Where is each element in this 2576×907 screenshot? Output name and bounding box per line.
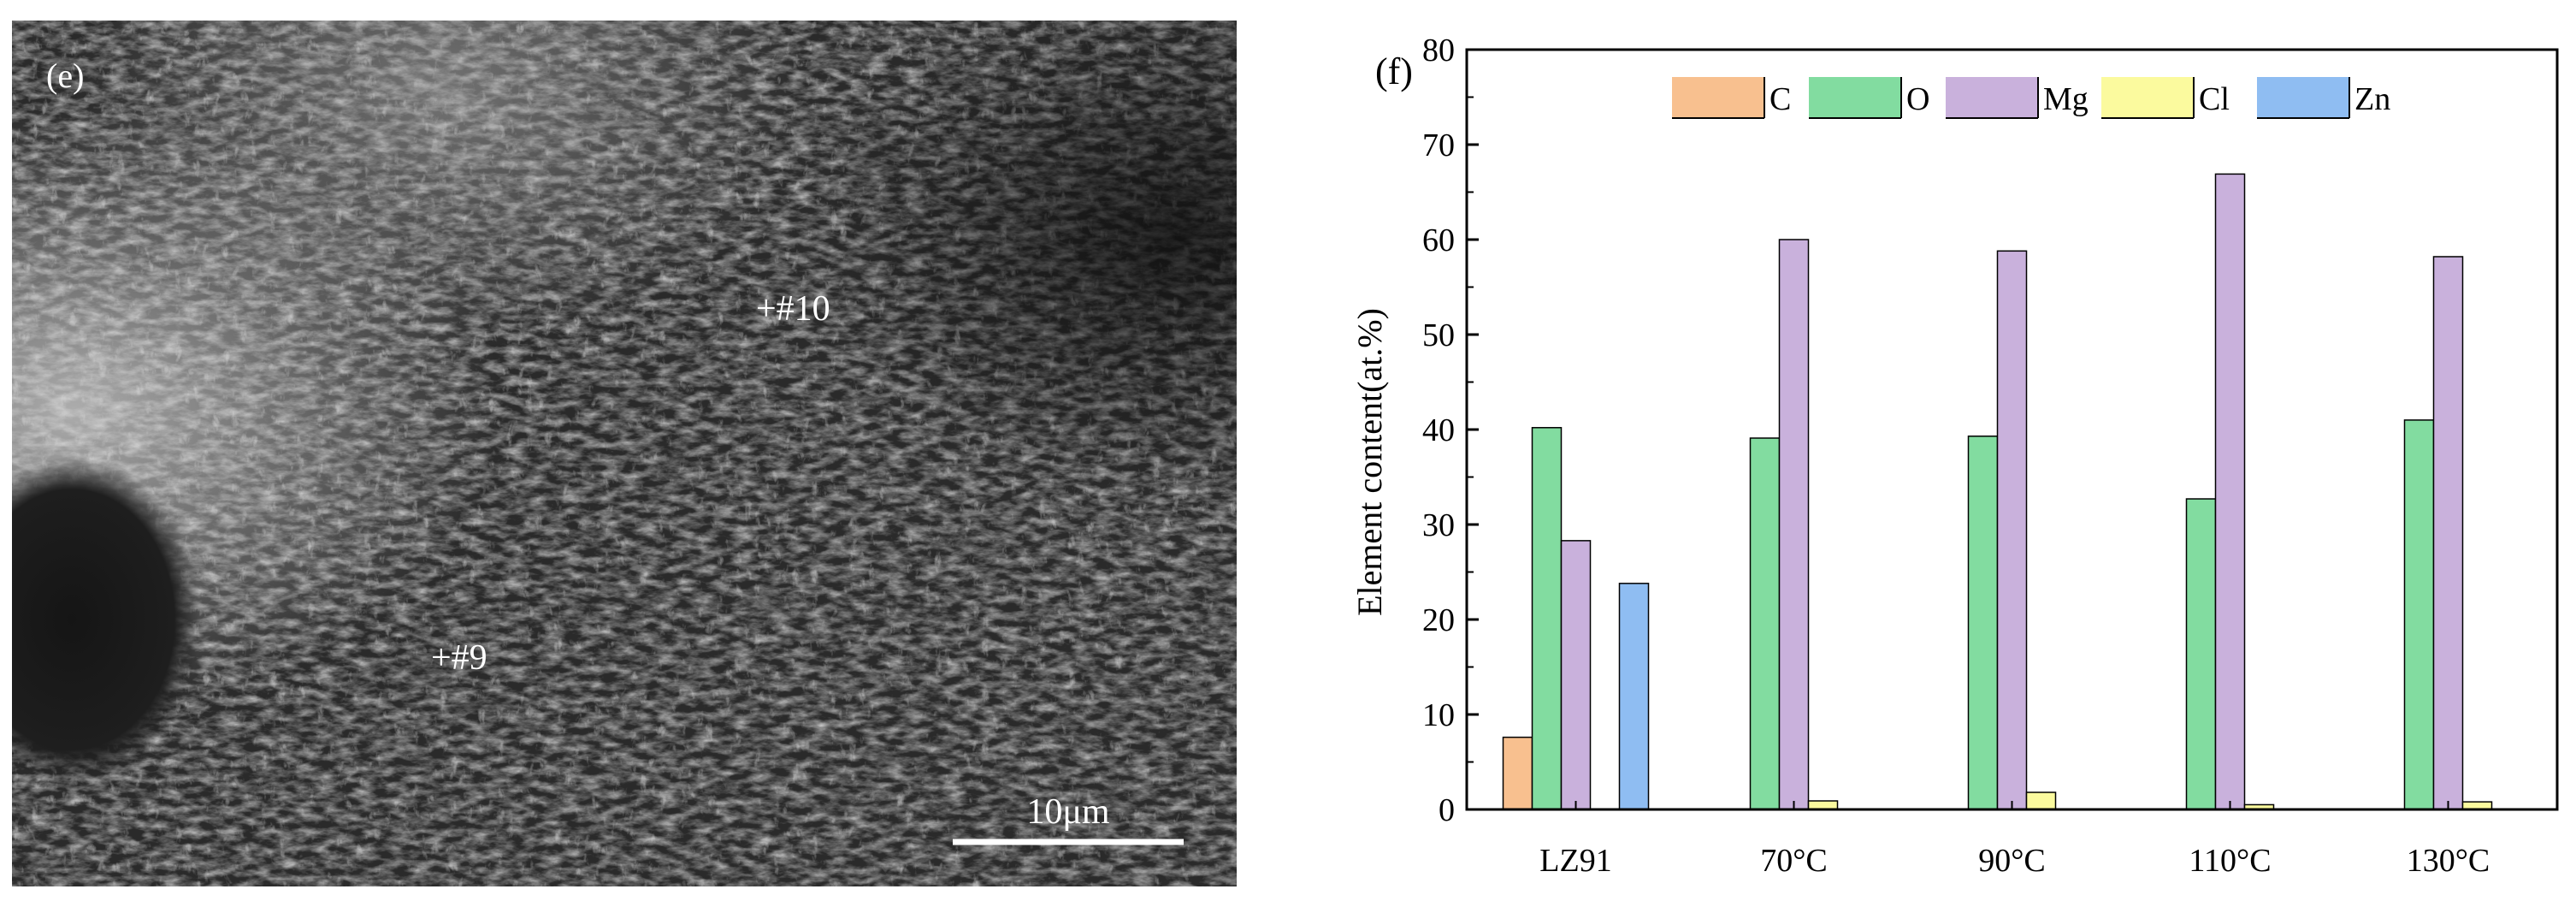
bar-mg-1	[1778, 239, 1810, 810]
sem-pit	[12, 457, 200, 782]
bar-mg-0	[1560, 540, 1592, 810]
x-tick-label: 70°C	[1760, 843, 1828, 879]
sem-panel-label: (e)	[46, 56, 84, 95]
legend-swatch-o	[1809, 77, 1901, 118]
bar-mg-3	[2214, 173, 2246, 810]
legend: C O Mg Cl Zn	[1672, 77, 2390, 119]
legend-label-c: C	[1770, 81, 1791, 117]
sem-dark-region	[12, 21, 1237, 886]
bar-mg-4	[2432, 256, 2464, 810]
bar-o-2	[1967, 436, 1999, 810]
bar-o-0	[1531, 427, 1563, 810]
y-tick-label: 20	[1422, 602, 1455, 638]
x-tick-label: 110°C	[2189, 843, 2271, 879]
y-axis: 0 10 20 30 40 50 60 70 80	[1422, 33, 1479, 828]
plot-area	[1465, 48, 2559, 811]
bar-o-1	[1749, 437, 1781, 810]
bar-c-0	[1502, 736, 1533, 810]
y-tick-label: 30	[1422, 507, 1455, 543]
element-content-chart: 0 10 20 30 40 50 60 70 80 LZ91 70°C 90°C 110°C 130°C…	[1350, 33, 2559, 879]
legend-label-cl: Cl	[2199, 81, 2230, 117]
y-tick-label: 60	[1422, 222, 1455, 258]
y-tick-label: 50	[1422, 317, 1455, 353]
bar-mg-2	[1996, 250, 2028, 810]
bar-zn-0	[1618, 583, 1650, 810]
legend-swatch-mg	[1946, 77, 2038, 118]
bar-cl-2	[2025, 791, 2057, 810]
y-tick-label: 10	[1422, 697, 1455, 733]
bar-o-4	[2403, 419, 2435, 810]
legend-swatch-cl	[2101, 77, 2194, 118]
legend-label-o: O	[1906, 81, 1929, 117]
legend-label-mg: Mg	[2043, 81, 2089, 117]
sem-micrograph: (e) +#10 +#9 10μm	[12, 21, 1237, 886]
scale-bar-label: 10μm	[1026, 792, 1110, 832]
y-tick-label: 40	[1422, 412, 1455, 448]
legend-swatch-zn	[2257, 77, 2349, 118]
sem-marker-10: +#10	[756, 289, 830, 329]
bar-o-3	[2185, 498, 2217, 810]
y-tick-label: 0	[1439, 792, 1455, 828]
chart-panel-label: (f)	[1375, 50, 1413, 92]
y-tick-label: 70	[1422, 127, 1455, 163]
y-axis-label: Element content(at.%)	[1350, 308, 1389, 616]
x-tick-label: 90°C	[1978, 843, 2046, 879]
x-tick-label: 130°C	[2407, 843, 2490, 879]
x-axis: LZ91 70°C 90°C 110°C 130°C	[1539, 801, 2490, 879]
sem-marker-9: +#9	[431, 638, 487, 678]
y-tick-label: 80	[1422, 33, 1455, 68]
x-tick-label: LZ91	[1539, 843, 1611, 879]
legend-label-zn: Zn	[2354, 81, 2390, 117]
legend-swatch-c	[1672, 77, 1764, 118]
